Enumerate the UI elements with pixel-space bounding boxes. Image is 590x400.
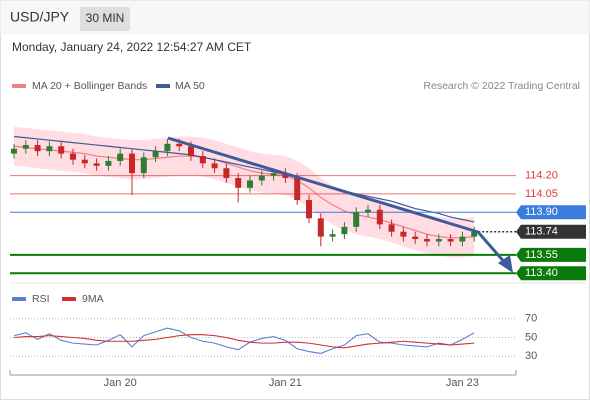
symbol: USD/JPY — [10, 9, 70, 25]
bollinger-band — [14, 126, 475, 258]
candle-body — [199, 156, 206, 164]
candle-body — [46, 146, 53, 152]
trendline — [167, 136, 479, 234]
forecast-arrow — [476, 231, 508, 265]
level-badge — [516, 205, 586, 220]
level-label: 113.55 — [525, 249, 558, 261]
candle-body — [376, 209, 383, 225]
candle-body — [435, 239, 442, 242]
credit: Research © 2022 Trading Central — [423, 80, 580, 92]
level-badge — [516, 266, 586, 281]
legend-swatch — [12, 84, 26, 88]
candle-body — [70, 153, 76, 160]
candle-body — [294, 178, 301, 200]
analysis — [167, 136, 513, 273]
candle-body — [117, 153, 124, 161]
candle-body — [164, 143, 171, 152]
y-tick-label: 70 — [525, 313, 537, 325]
legend-swatch — [12, 297, 26, 301]
candle-body — [152, 151, 159, 158]
candle-body — [11, 148, 17, 154]
ma50-line — [13, 135, 475, 223]
rsi-panel: 70 50 30 RSI 9MA — [10, 293, 537, 362]
level-badge — [516, 224, 586, 239]
candle-body — [58, 146, 65, 154]
x-tick-label: Jan 20 — [104, 377, 137, 389]
interval[interactable]: 30 MIN — [86, 11, 125, 25]
candle-body — [471, 231, 478, 237]
price-panel: 114.20 114.05 113.90 113.74 113.55 113.40 — [10, 126, 586, 281]
candle-body — [341, 226, 348, 235]
candle-body — [282, 173, 289, 179]
arrow-head — [498, 255, 513, 273]
level-label: 113.74 — [525, 226, 558, 238]
timestamp: Monday, January 24, 2022 12:54:27 AM CET — [12, 40, 252, 54]
candle-body — [140, 157, 147, 174]
candle-body — [34, 145, 41, 152]
rsi-line — [13, 327, 475, 355]
interval-badge[interactable] — [80, 7, 130, 31]
candle-body — [93, 163, 100, 166]
legend-ma20: MA 20 + Bollinger Bands — [32, 80, 147, 92]
level-label: 113.40 — [525, 267, 558, 279]
candle-body — [81, 159, 88, 164]
candle-body — [400, 231, 407, 237]
candle-body — [306, 199, 312, 219]
candle-body — [22, 145, 29, 149]
candle-body — [424, 239, 430, 242]
ma20-line — [13, 145, 475, 239]
x-tick-label: Jan 21 — [269, 377, 302, 389]
level-badge — [516, 247, 586, 262]
x-tick-label: Jan 23 — [446, 377, 479, 389]
level-label: 113.90 — [525, 206, 558, 218]
candle-body — [388, 224, 395, 232]
candle-body — [317, 218, 324, 237]
legend-swatch — [156, 84, 170, 88]
candle-body — [353, 212, 360, 227]
legend-label: RSI — [32, 293, 50, 305]
legend-label: 9MA — [82, 293, 104, 305]
y-tick-label: 30 — [525, 350, 537, 362]
candle-body — [105, 160, 112, 166]
candle-body — [365, 209, 371, 213]
legend-ma50: MA 50 — [175, 80, 205, 92]
candle-body — [329, 234, 336, 237]
candle-body — [235, 178, 242, 188]
candle-body — [176, 143, 183, 147]
rsi-line — [13, 334, 475, 349]
level-label: 114.20 — [525, 169, 558, 181]
candle-body — [258, 175, 265, 181]
candle-body — [270, 173, 277, 176]
candle-body — [447, 239, 454, 242]
candle-body — [459, 236, 466, 242]
legend-swatch — [62, 297, 76, 301]
candle-body — [247, 180, 253, 188]
candle-body — [412, 236, 419, 240]
candle-body — [129, 153, 135, 174]
candle-body — [211, 163, 218, 169]
candle-body — [188, 146, 194, 157]
level-label: 114.05 — [525, 188, 558, 200]
candle-body — [223, 168, 230, 179]
y-tick-label: 50 — [525, 331, 537, 343]
